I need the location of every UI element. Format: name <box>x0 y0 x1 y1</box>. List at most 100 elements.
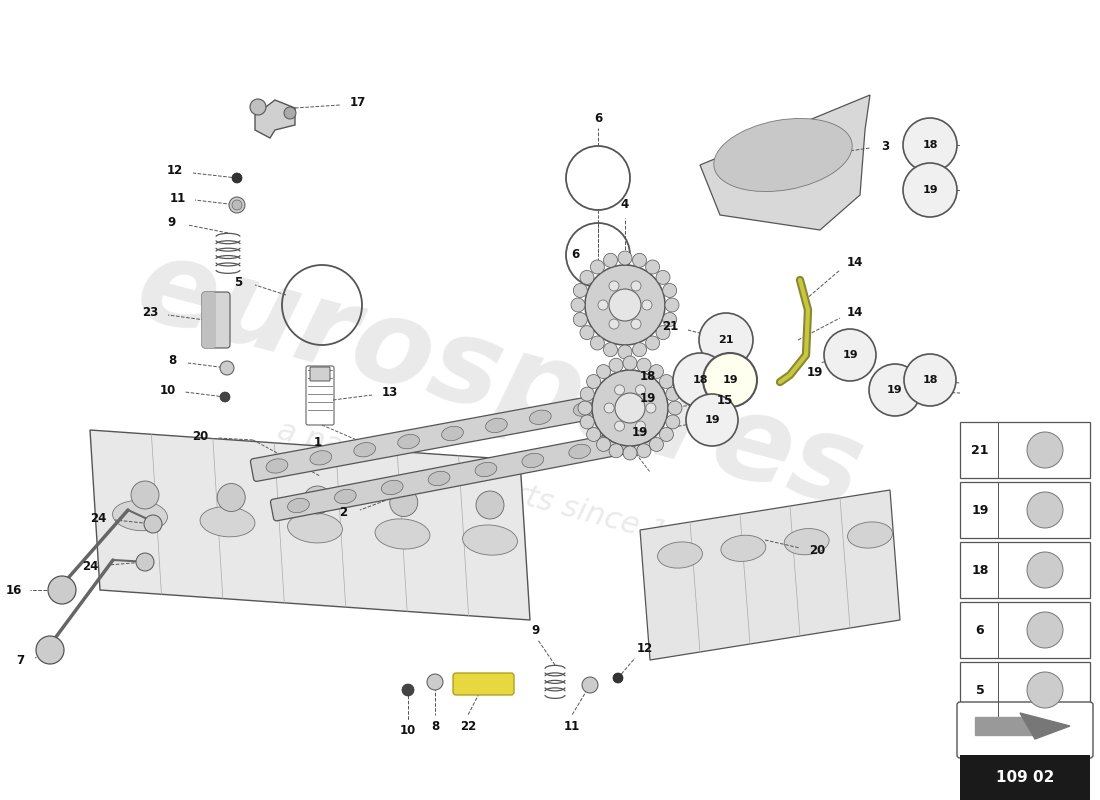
Ellipse shape <box>714 118 852 191</box>
Ellipse shape <box>287 513 342 543</box>
Circle shape <box>698 313 754 367</box>
Ellipse shape <box>573 402 595 416</box>
Circle shape <box>615 421 625 431</box>
Circle shape <box>580 415 594 429</box>
FancyBboxPatch shape <box>960 602 1090 658</box>
Circle shape <box>631 281 641 291</box>
Text: 24: 24 <box>81 561 98 574</box>
Circle shape <box>636 385 646 395</box>
Text: 5: 5 <box>976 683 984 697</box>
Text: 19: 19 <box>704 415 719 425</box>
Circle shape <box>666 298 679 312</box>
Circle shape <box>659 374 673 389</box>
Text: 21: 21 <box>718 335 734 345</box>
Circle shape <box>580 387 594 401</box>
Text: 19: 19 <box>843 350 858 360</box>
Text: 14: 14 <box>847 255 864 269</box>
FancyBboxPatch shape <box>251 386 654 482</box>
Circle shape <box>136 553 154 571</box>
Circle shape <box>609 358 623 372</box>
Circle shape <box>250 99 266 115</box>
Circle shape <box>824 329 876 381</box>
Polygon shape <box>640 490 900 660</box>
Circle shape <box>609 281 619 291</box>
Ellipse shape <box>334 490 356 504</box>
FancyBboxPatch shape <box>271 427 654 521</box>
Circle shape <box>1027 492 1063 528</box>
Text: 8: 8 <box>168 354 176 367</box>
Circle shape <box>596 365 611 378</box>
Ellipse shape <box>382 480 403 494</box>
Text: 19: 19 <box>922 185 938 195</box>
Text: 6: 6 <box>976 623 984 637</box>
Circle shape <box>596 438 611 451</box>
Circle shape <box>144 515 162 533</box>
Circle shape <box>218 483 245 511</box>
Text: 7: 7 <box>15 654 24 666</box>
Circle shape <box>402 684 414 696</box>
Circle shape <box>668 401 682 415</box>
Text: 21: 21 <box>662 321 678 334</box>
Circle shape <box>623 446 637 460</box>
Circle shape <box>573 283 587 298</box>
Circle shape <box>476 491 504 519</box>
Text: 9: 9 <box>531 623 539 637</box>
Ellipse shape <box>475 462 497 477</box>
Text: 19: 19 <box>631 426 648 438</box>
FancyBboxPatch shape <box>957 702 1093 758</box>
Text: 3: 3 <box>881 139 889 153</box>
Text: 16: 16 <box>6 583 22 597</box>
Ellipse shape <box>529 410 551 425</box>
Circle shape <box>585 265 666 345</box>
Ellipse shape <box>354 442 375 457</box>
Circle shape <box>623 356 637 370</box>
Text: eurospares: eurospares <box>124 228 876 532</box>
Ellipse shape <box>784 529 829 554</box>
Text: 22: 22 <box>460 719 476 733</box>
Circle shape <box>573 313 587 326</box>
Text: 20: 20 <box>191 430 208 442</box>
Text: 4: 4 <box>620 198 629 211</box>
Text: 17: 17 <box>350 97 366 110</box>
Text: 21: 21 <box>971 443 989 457</box>
Ellipse shape <box>112 501 167 530</box>
Text: 10: 10 <box>400 723 416 737</box>
Text: 5: 5 <box>234 275 242 289</box>
Text: 12: 12 <box>637 642 653 654</box>
Circle shape <box>1027 432 1063 468</box>
Polygon shape <box>90 430 530 620</box>
Circle shape <box>903 118 957 172</box>
Circle shape <box>703 353 757 407</box>
Circle shape <box>604 403 614 413</box>
Circle shape <box>591 260 604 274</box>
Circle shape <box>304 486 331 514</box>
Ellipse shape <box>310 450 332 465</box>
Circle shape <box>598 300 608 310</box>
Circle shape <box>646 336 660 350</box>
Ellipse shape <box>428 471 450 486</box>
Circle shape <box>1027 672 1063 708</box>
FancyBboxPatch shape <box>960 662 1090 718</box>
Text: 1: 1 <box>314 437 322 450</box>
Circle shape <box>604 342 617 357</box>
Ellipse shape <box>398 434 419 449</box>
Text: 23: 23 <box>142 306 158 318</box>
Circle shape <box>571 298 585 312</box>
Text: 109 02: 109 02 <box>996 770 1054 785</box>
Circle shape <box>48 576 76 604</box>
FancyBboxPatch shape <box>960 422 1090 478</box>
Circle shape <box>220 392 230 402</box>
Ellipse shape <box>485 418 507 433</box>
Text: 10: 10 <box>160 383 176 397</box>
Circle shape <box>131 481 160 509</box>
Circle shape <box>229 197 245 213</box>
Circle shape <box>632 254 647 267</box>
Ellipse shape <box>616 435 637 450</box>
Text: 6: 6 <box>594 111 602 125</box>
Text: 11: 11 <box>564 719 580 733</box>
Circle shape <box>662 283 676 298</box>
Text: 18: 18 <box>692 375 707 385</box>
FancyBboxPatch shape <box>453 673 514 695</box>
Circle shape <box>646 260 660 274</box>
Text: 19: 19 <box>888 385 903 395</box>
